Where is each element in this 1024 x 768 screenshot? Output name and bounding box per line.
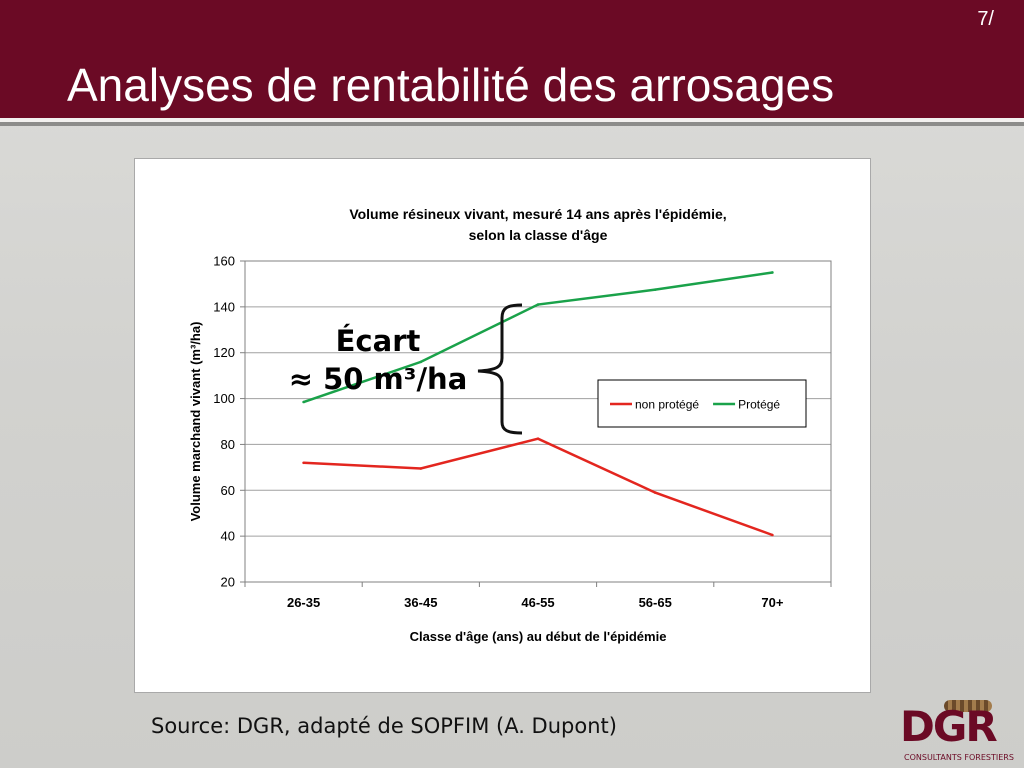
gap-annotation: Écart ≈ 50 m³/ha	[288, 322, 468, 398]
data-point	[536, 437, 540, 440]
data-point	[771, 271, 774, 274]
data-point	[536, 303, 540, 306]
y-tick-label: 20	[221, 575, 235, 590]
slide-header	[0, 0, 1024, 118]
slide-title: Analyses de rentabilité des arrosages	[67, 59, 835, 111]
data-point	[771, 533, 774, 537]
legend-box	[597, 379, 807, 428]
y-tick-label: 100	[213, 391, 235, 406]
header-divider	[0, 118, 1024, 122]
data-point	[302, 461, 305, 465]
data-point	[653, 491, 657, 494]
y-tick-label: 160	[213, 254, 235, 269]
line-chart: Volume résineux vivant, mesuré 14 ans ap…	[188, 206, 832, 644]
y-tick-label: 120	[213, 345, 235, 360]
chart-title-line2: selon la classe d'âge	[469, 227, 608, 243]
data-point	[419, 360, 423, 364]
data-point	[419, 467, 423, 470]
chart-frame: Volume résineux vivant, mesuré 14 ans ap…	[134, 158, 871, 693]
x-tick-label: 26-35	[287, 595, 320, 610]
header-divider-shadow	[0, 122, 1024, 126]
data-point	[653, 288, 657, 291]
chart-title-line1: Volume résineux vivant, mesuré 14 ans ap…	[349, 206, 726, 222]
x-tick-label: 56-65	[639, 595, 672, 610]
source-caption: Source: DGR, adapté de SOPFIM (A. Dupont…	[151, 714, 617, 738]
x-tick-label: 46-55	[521, 595, 554, 610]
page-number: 7/	[977, 8, 994, 30]
logo-subtitle: CONSULTANTS FORESTIERS	[904, 753, 1014, 762]
series-line-0	[303, 437, 773, 537]
data-point	[302, 400, 305, 404]
legend-label: Protégé	[738, 398, 780, 412]
x-tick-label: 36-45	[404, 595, 437, 610]
x-axis-label: Classe d'âge (ans) au début de l'épidémi…	[410, 629, 667, 644]
caterpillar-icon	[944, 700, 992, 712]
y-tick-label: 60	[221, 483, 235, 498]
gap-annotation-value: ≈ 50 m³/ha	[288, 362, 468, 396]
y-tick-label: 40	[221, 529, 235, 544]
curly-brace-icon	[477, 303, 523, 435]
y-tick-label: 80	[221, 437, 235, 452]
gap-annotation-label: Écart	[335, 324, 421, 358]
dgr-logo: DGR CONSULTANTS FORESTIERS	[900, 698, 1024, 768]
y-tick-label: 140	[213, 299, 235, 314]
logo-text: DGR	[900, 702, 998, 751]
x-tick-label: 70+	[761, 595, 783, 610]
legend-label: non protégé	[635, 398, 699, 412]
y-axis-label: Volume marchand vivant (m³/ha)	[188, 322, 203, 522]
